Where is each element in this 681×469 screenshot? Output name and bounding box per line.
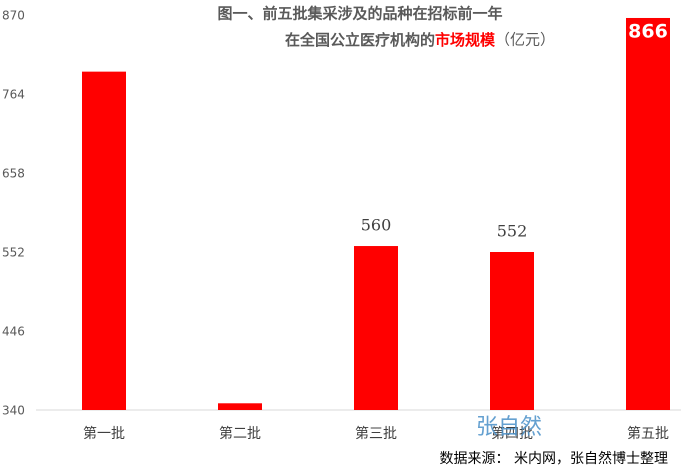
value-label: 560 xyxy=(361,216,392,235)
y-tick-label: 658 xyxy=(2,167,25,181)
source-note: 数据来源： 米内网，张自然博士整理 xyxy=(440,450,668,467)
watermark: 张自然 xyxy=(476,415,542,440)
title-highlight: 市场规模 xyxy=(435,31,496,49)
y-tick-label: 870 xyxy=(2,9,25,23)
x-tick-label: 第四批 xyxy=(491,425,533,442)
bar xyxy=(354,246,398,410)
chart-title-line2: 在全国公立医疗机构的市场规模 xyxy=(285,31,496,49)
bar xyxy=(218,403,262,410)
y-tick-label: 552 xyxy=(2,246,25,260)
x-tick-label: 第二批 xyxy=(219,425,261,442)
bar xyxy=(490,252,534,410)
x-tick-label: 第三批 xyxy=(355,425,397,442)
chart-title: 图一、前五批集采涉及的品种在招标前一年 xyxy=(217,5,502,23)
value-label: 866 xyxy=(628,20,668,42)
y-tick-label: 764 xyxy=(2,88,25,102)
x-tick-label: 第五批 xyxy=(627,425,669,442)
bar xyxy=(626,17,670,410)
x-tick-label: 第一批 xyxy=(83,425,125,442)
y-tick-label: 340 xyxy=(2,404,25,418)
y-tick-label: 446 xyxy=(2,325,25,339)
title-part: 在全国公立医疗机构的 xyxy=(285,31,435,49)
value-label: 552 xyxy=(497,222,528,241)
bar xyxy=(82,71,126,410)
chart-title-suffix: （亿元） xyxy=(495,31,555,49)
